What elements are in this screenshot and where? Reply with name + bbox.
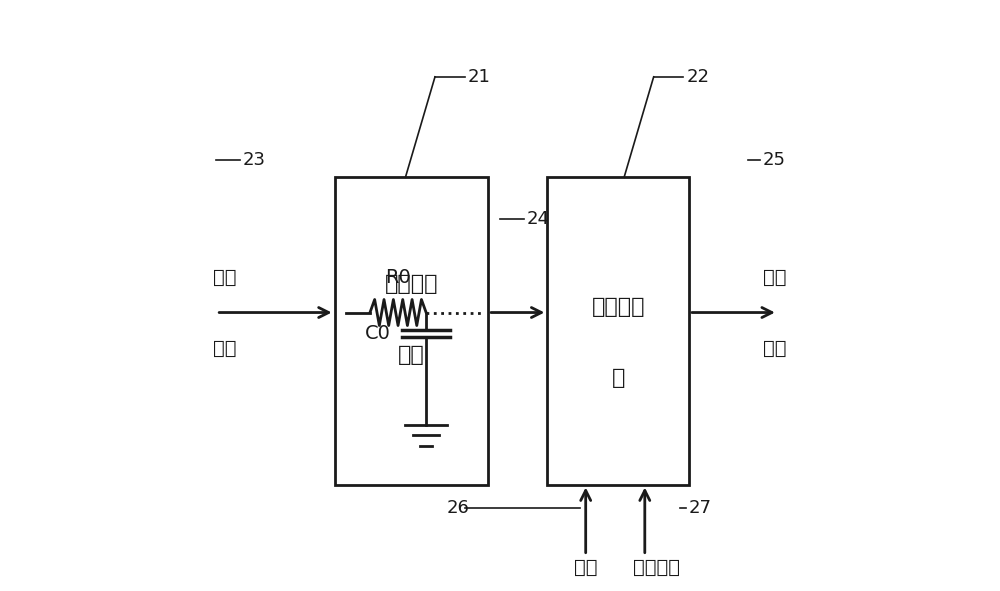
Text: 上冲沿检: 上冲沿检 xyxy=(591,297,645,317)
Text: 指示: 指示 xyxy=(763,339,787,358)
Text: 25: 25 xyxy=(763,151,786,168)
Text: 27: 27 xyxy=(689,499,712,517)
Text: 21: 21 xyxy=(467,68,490,86)
Text: 平均功率: 平均功率 xyxy=(385,274,438,294)
Text: 检测: 检测 xyxy=(398,345,425,365)
Text: 射频: 射频 xyxy=(213,268,237,287)
Text: 26: 26 xyxy=(447,499,470,517)
Text: R0: R0 xyxy=(385,268,411,287)
Text: 模式设定: 模式设定 xyxy=(633,558,680,577)
Text: 23: 23 xyxy=(243,151,266,168)
Text: 输入: 输入 xyxy=(213,339,237,358)
Text: 复位: 复位 xyxy=(574,558,597,577)
Text: 过冲: 过冲 xyxy=(763,268,787,287)
Text: 测: 测 xyxy=(612,368,625,388)
Text: C0: C0 xyxy=(365,324,391,343)
Text: 22: 22 xyxy=(686,68,709,86)
Bar xyxy=(547,177,689,485)
Bar xyxy=(335,177,488,485)
Text: 24: 24 xyxy=(527,210,550,228)
